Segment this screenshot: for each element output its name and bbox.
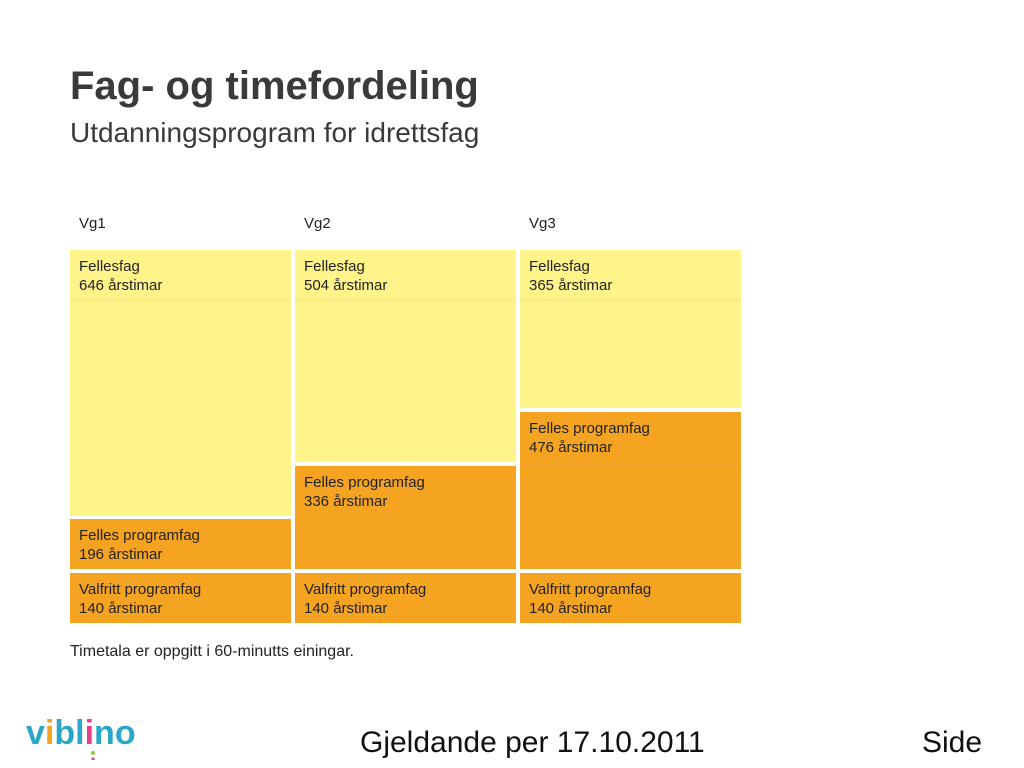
- block-label: Valfritt programfag: [529, 581, 652, 598]
- column-header-vg3: Vg3: [529, 215, 556, 232]
- vg2-valfritt-programfag-block: Valfritt programfag 140 årstimar: [295, 573, 516, 623]
- block-hours: 504 årstimar: [304, 277, 388, 294]
- block-hours: 336 årstimar: [304, 493, 388, 510]
- logo-dot-green: [91, 751, 95, 755]
- block-hours: 365 årstimar: [529, 277, 613, 294]
- vg2-fellesfag-block: Fellesfag 504 årstimar: [295, 250, 516, 462]
- column-header-vg1: Vg1: [79, 215, 106, 232]
- vg3-felles-programfag-block: Felles programfag 476 årstimar: [520, 412, 741, 569]
- block-hours: 140 årstimar: [529, 600, 613, 617]
- vg1-valfritt-programfag-block: Valfritt programfag 140 årstimar: [70, 573, 291, 623]
- footnote: Timetala er oppgitt i 60-minutts eininga…: [70, 643, 354, 660]
- logo-text: viblino: [26, 714, 136, 752]
- block-label: Fellesfag: [304, 258, 365, 275]
- page-title: Fag- og timefordeling: [70, 64, 479, 108]
- block-hours: 140 årstimar: [79, 600, 163, 617]
- block-hours: 196 årstimar: [79, 546, 163, 563]
- vg1-fellesfag-block: Fellesfag 646 årstimar: [70, 250, 291, 516]
- logo-dot-pink: [91, 757, 95, 760]
- vg3-valfritt-programfag-block: Valfritt programfag 140 årstimar: [520, 573, 741, 623]
- block-label: Fellesfag: [529, 258, 590, 275]
- block-label: Felles programfag: [304, 474, 425, 491]
- vg3-fellesfag-block: Fellesfag 365 årstimar: [520, 250, 741, 408]
- footer-date: Gjeldande per 17.10.2011: [360, 726, 705, 759]
- block-hours: 646 årstimar: [79, 277, 163, 294]
- page-subtitle: Utdanningsprogram for idrettsfag: [70, 117, 480, 148]
- block-label: Fellesfag: [79, 258, 140, 275]
- block-hours: 140 årstimar: [304, 600, 388, 617]
- vg1-felles-programfag-block: Felles programfag 196 årstimar: [70, 519, 291, 569]
- vg2-felles-programfag-block: Felles programfag 336 årstimar: [295, 466, 516, 569]
- block-label: Valfritt programfag: [304, 581, 427, 598]
- viblino-logo: viblino: [26, 714, 136, 760]
- block-hours: 476 årstimar: [529, 439, 613, 456]
- footer-page-label: Side: [922, 726, 983, 759]
- block-label: Valfritt programfag: [79, 581, 202, 598]
- column-header-vg2: Vg2: [304, 215, 331, 232]
- block-label: Felles programfag: [79, 527, 200, 544]
- block-label: Felles programfag: [529, 420, 650, 437]
